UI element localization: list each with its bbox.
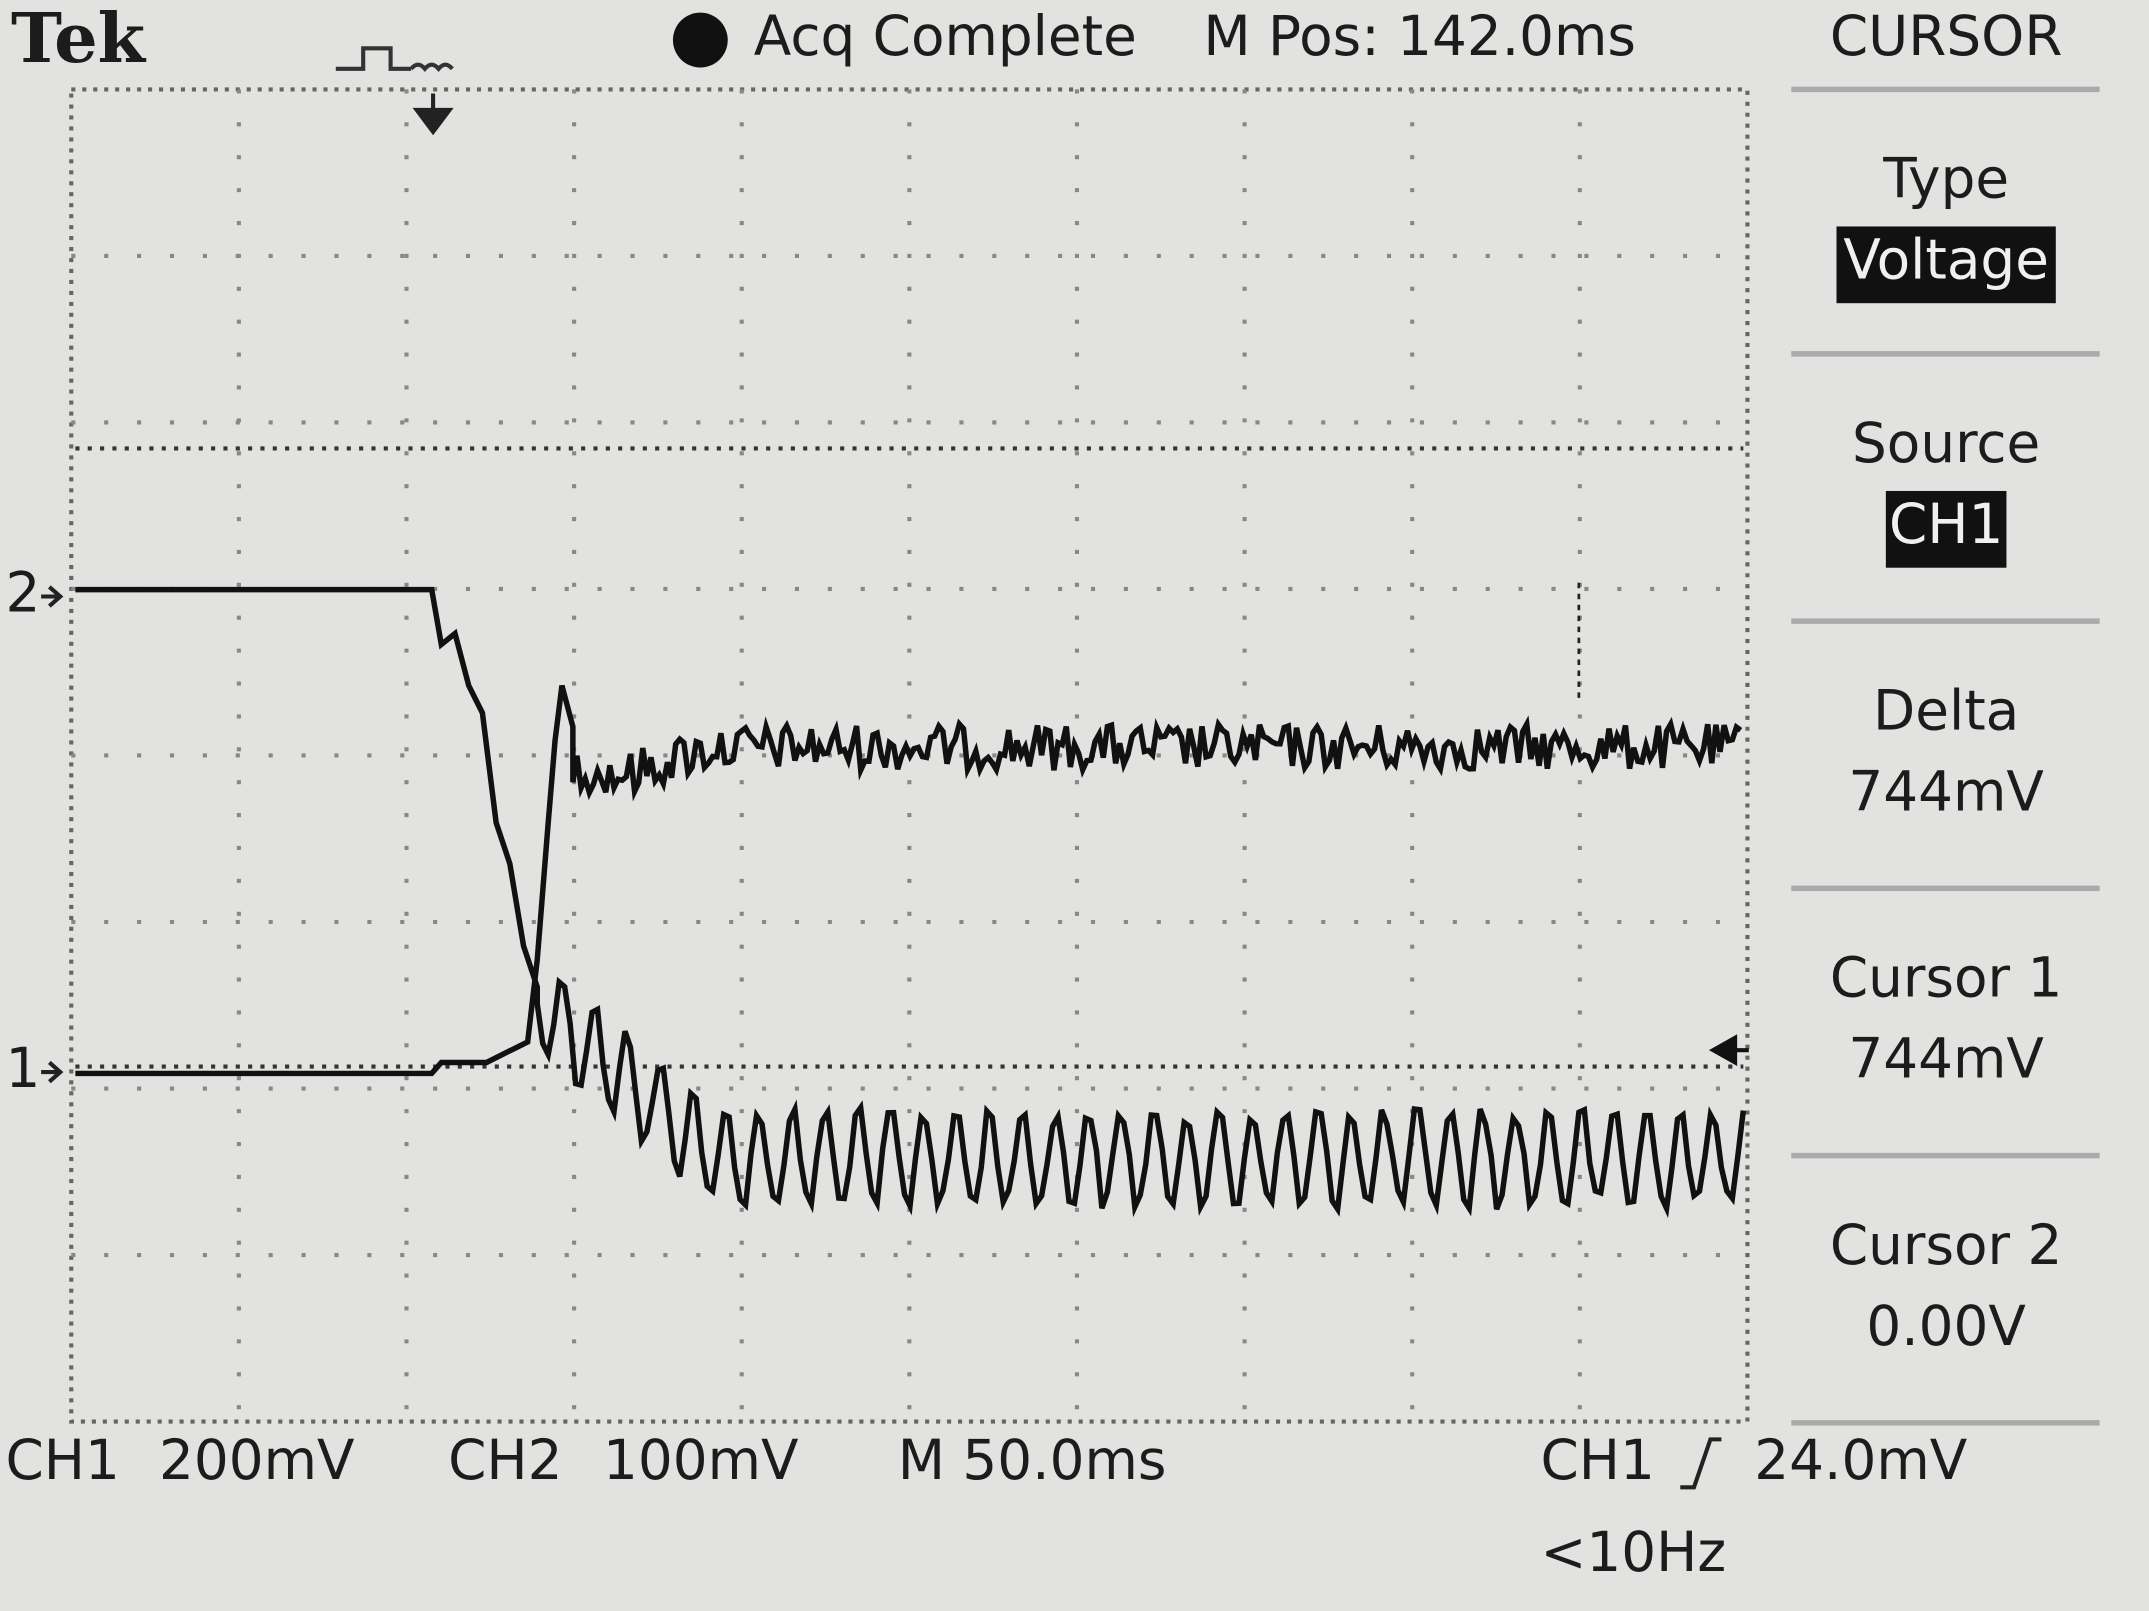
ch2-marker: 2 (5, 561, 40, 625)
ch2-arrow (41, 585, 64, 608)
ch1-label: CH1 (5, 1428, 119, 1492)
trigger-position-marker (412, 93, 454, 136)
menu-label: Cursor 1 (1830, 946, 2062, 1010)
menu-value-highlight (1836, 226, 2056, 304)
ch1-trace (75, 684, 1743, 1077)
menu-value: 0.00V (1866, 1294, 2026, 1358)
menu-value-highlight (1885, 490, 2007, 568)
menu-label: Source (1852, 411, 2040, 475)
graticule (69, 87, 1750, 1424)
side-menu: Type Voltage Source CH1 Delta 744mV Cursor 1 74… (1791, 86, 2100, 1426)
trigger-source: CH1 (1540, 1428, 1654, 1492)
brand: Tek (11, 0, 147, 79)
menu-label: Type (1882, 147, 2009, 211)
acq-indicator (672, 12, 728, 68)
menu-value: Voltage (1843, 228, 2049, 292)
ch2-scale: 100mV (603, 1428, 799, 1492)
ch1-arrow (41, 1060, 64, 1084)
acq-status: Acq Complete (754, 4, 1137, 68)
menu-label: Cursor 2 (1830, 1213, 2062, 1277)
trigger-icon (335, 46, 454, 73)
menu-value: CH1 (1889, 492, 2003, 556)
menu-label: Delta (1873, 678, 2019, 742)
timebase: M 50.0ms (898, 1428, 1167, 1492)
menu-value: 744mV (1848, 1027, 2044, 1091)
trigger-slope (1680, 1437, 1722, 1490)
trigger-level-marker (1708, 1034, 1749, 1066)
horizontal-position: M Pos: 142.0ms (1203, 4, 1636, 68)
ch1-scale: 200mV (159, 1428, 355, 1492)
trigger-frequency: <10Hz (1540, 1520, 1726, 1584)
trigger-level: 24.0mV (1754, 1428, 1967, 1492)
ch2-trace (75, 586, 1747, 1219)
menu-value: 744mV (1848, 759, 2044, 823)
menu-title: CURSOR (1830, 4, 2063, 68)
ch2-label: CH2 (448, 1428, 562, 1492)
ch1-marker: 1 (5, 1036, 40, 1100)
